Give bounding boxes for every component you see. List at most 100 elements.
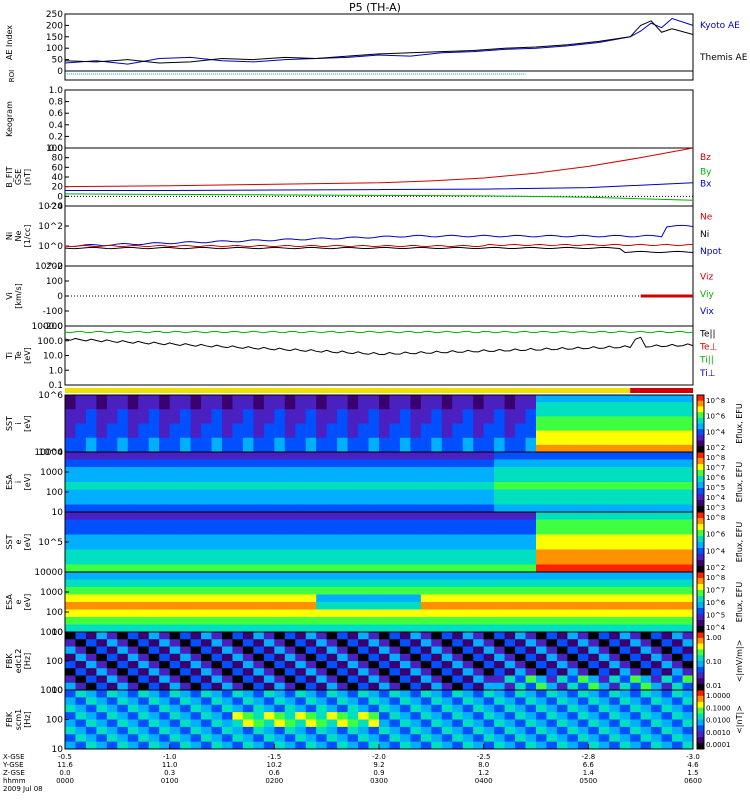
spectrogram-cell (389, 444, 401, 453)
spectrogram-cell (661, 704, 673, 713)
spectrogram-cell (504, 646, 516, 655)
spectrogram-cell (598, 564, 610, 573)
spectrogram-cell (473, 587, 485, 595)
spectrogram-cell (567, 557, 579, 565)
spectrogram-cell (222, 542, 233, 550)
spectrogram-cell (630, 489, 642, 498)
spectrogram-cell (326, 423, 338, 432)
spectrogram-cell (232, 497, 244, 505)
spectrogram-cell (75, 719, 87, 728)
y-tick-label: -200 (43, 322, 64, 332)
spectrogram-cell (159, 734, 171, 743)
spectrogram-cell (494, 675, 506, 684)
spectrogram-cell (85, 542, 97, 550)
spectrogram-cell (494, 712, 506, 720)
spectrogram-cell (358, 726, 370, 735)
x-tick-label: 11.6 (57, 761, 73, 769)
spectrogram-cell (337, 527, 349, 535)
spectrogram-cell (201, 572, 213, 580)
spectrogram-cell (588, 430, 600, 439)
spectrogram-cell (85, 402, 97, 410)
spectrogram-cell (368, 395, 380, 403)
spectrogram-cell (358, 632, 370, 640)
spectrogram-cell (274, 549, 286, 558)
spectrogram-cell (473, 489, 485, 498)
spectrogram-cell (483, 409, 495, 417)
y-tick-label: 10 (52, 686, 64, 696)
spectrogram-cell (577, 668, 589, 676)
spectrogram-cell (661, 682, 673, 691)
spectrogram-cell (588, 497, 600, 505)
spectrogram-cell (222, 632, 233, 640)
spectrogram-cell (138, 594, 150, 603)
spectrogram-cell (473, 549, 485, 558)
spectrogram-cell (462, 632, 474, 640)
spectrogram-cell (159, 697, 171, 706)
spectrogram-cell (148, 564, 160, 573)
spectrogram-cell (598, 602, 610, 610)
spectrogram-cell (96, 639, 108, 647)
spectrogram-cell (274, 617, 286, 625)
colorbar-swatch (697, 476, 704, 483)
spectrogram-cell (169, 549, 181, 558)
spectrogram-cell (462, 564, 474, 573)
spectrogram-cell (295, 444, 307, 453)
spectrogram-cell (567, 734, 579, 743)
spectrogram-cell (242, 632, 254, 640)
spectrogram-cell (420, 572, 432, 580)
spectrogram-cell (452, 632, 464, 640)
y-tick-label: 0.1 (49, 381, 63, 391)
spectrogram-cell (305, 423, 317, 432)
spectrogram-cell (138, 639, 150, 647)
spectrogram-cell (556, 609, 568, 618)
spectrogram-cell (504, 527, 516, 535)
colorbar-label: <|nT|> (735, 705, 744, 734)
spectrogram-cell (515, 572, 527, 580)
spectrogram-cell (85, 726, 97, 735)
spectrogram-cell (274, 557, 286, 565)
spectrogram-cell (368, 690, 380, 698)
spectrogram-cell (358, 497, 370, 505)
spectrogram-cell (274, 609, 286, 618)
spectrogram-cell (242, 437, 254, 446)
spectrogram-cell (337, 482, 349, 490)
spectrogram-cell (504, 459, 516, 468)
spectrogram-cell (263, 437, 275, 446)
spectrogram-cell (180, 653, 192, 662)
spectrogram-cell (399, 542, 411, 550)
spectrogram-cell (211, 459, 223, 468)
colorbar-swatch (697, 578, 704, 585)
spectrogram-cell (494, 534, 506, 543)
spectrogram-cell (159, 675, 171, 684)
spectrogram-cell (410, 653, 422, 662)
spectrogram-cell (556, 682, 568, 691)
spectrogram-cell (661, 452, 673, 460)
spectrogram-cell (504, 639, 516, 647)
spectrogram-cell (117, 549, 129, 558)
spectrogram-cell (494, 549, 506, 558)
spectrogram-cell (127, 646, 139, 655)
spectrogram-cell (431, 594, 443, 603)
spectrogram-cell (347, 557, 359, 565)
spectrogram-cell (253, 609, 265, 618)
spectrogram-cell (316, 430, 328, 439)
spectrogram-cell (619, 459, 631, 468)
spectrogram-cell (420, 527, 432, 535)
spectrogram-cell (117, 617, 129, 625)
spectrogram-cell (106, 504, 118, 513)
spectrogram-cell (630, 402, 642, 410)
spectrogram-cell (536, 430, 547, 439)
spectrogram-cell (399, 395, 411, 403)
spectrogram-cell (661, 444, 673, 453)
spectrogram-cell (546, 719, 558, 728)
colorbar-swatch (697, 701, 704, 709)
spectrogram-cell (452, 704, 464, 713)
spectrogram-cell (567, 719, 579, 728)
spectrogram-cell (556, 741, 568, 750)
spectrogram-cell (222, 697, 233, 706)
spectrogram-cell (609, 423, 621, 432)
spectrogram-cell (347, 741, 359, 750)
spectrogram-cell (379, 409, 390, 417)
spectrogram-cell (295, 734, 307, 743)
spectrogram-cell (515, 534, 527, 543)
